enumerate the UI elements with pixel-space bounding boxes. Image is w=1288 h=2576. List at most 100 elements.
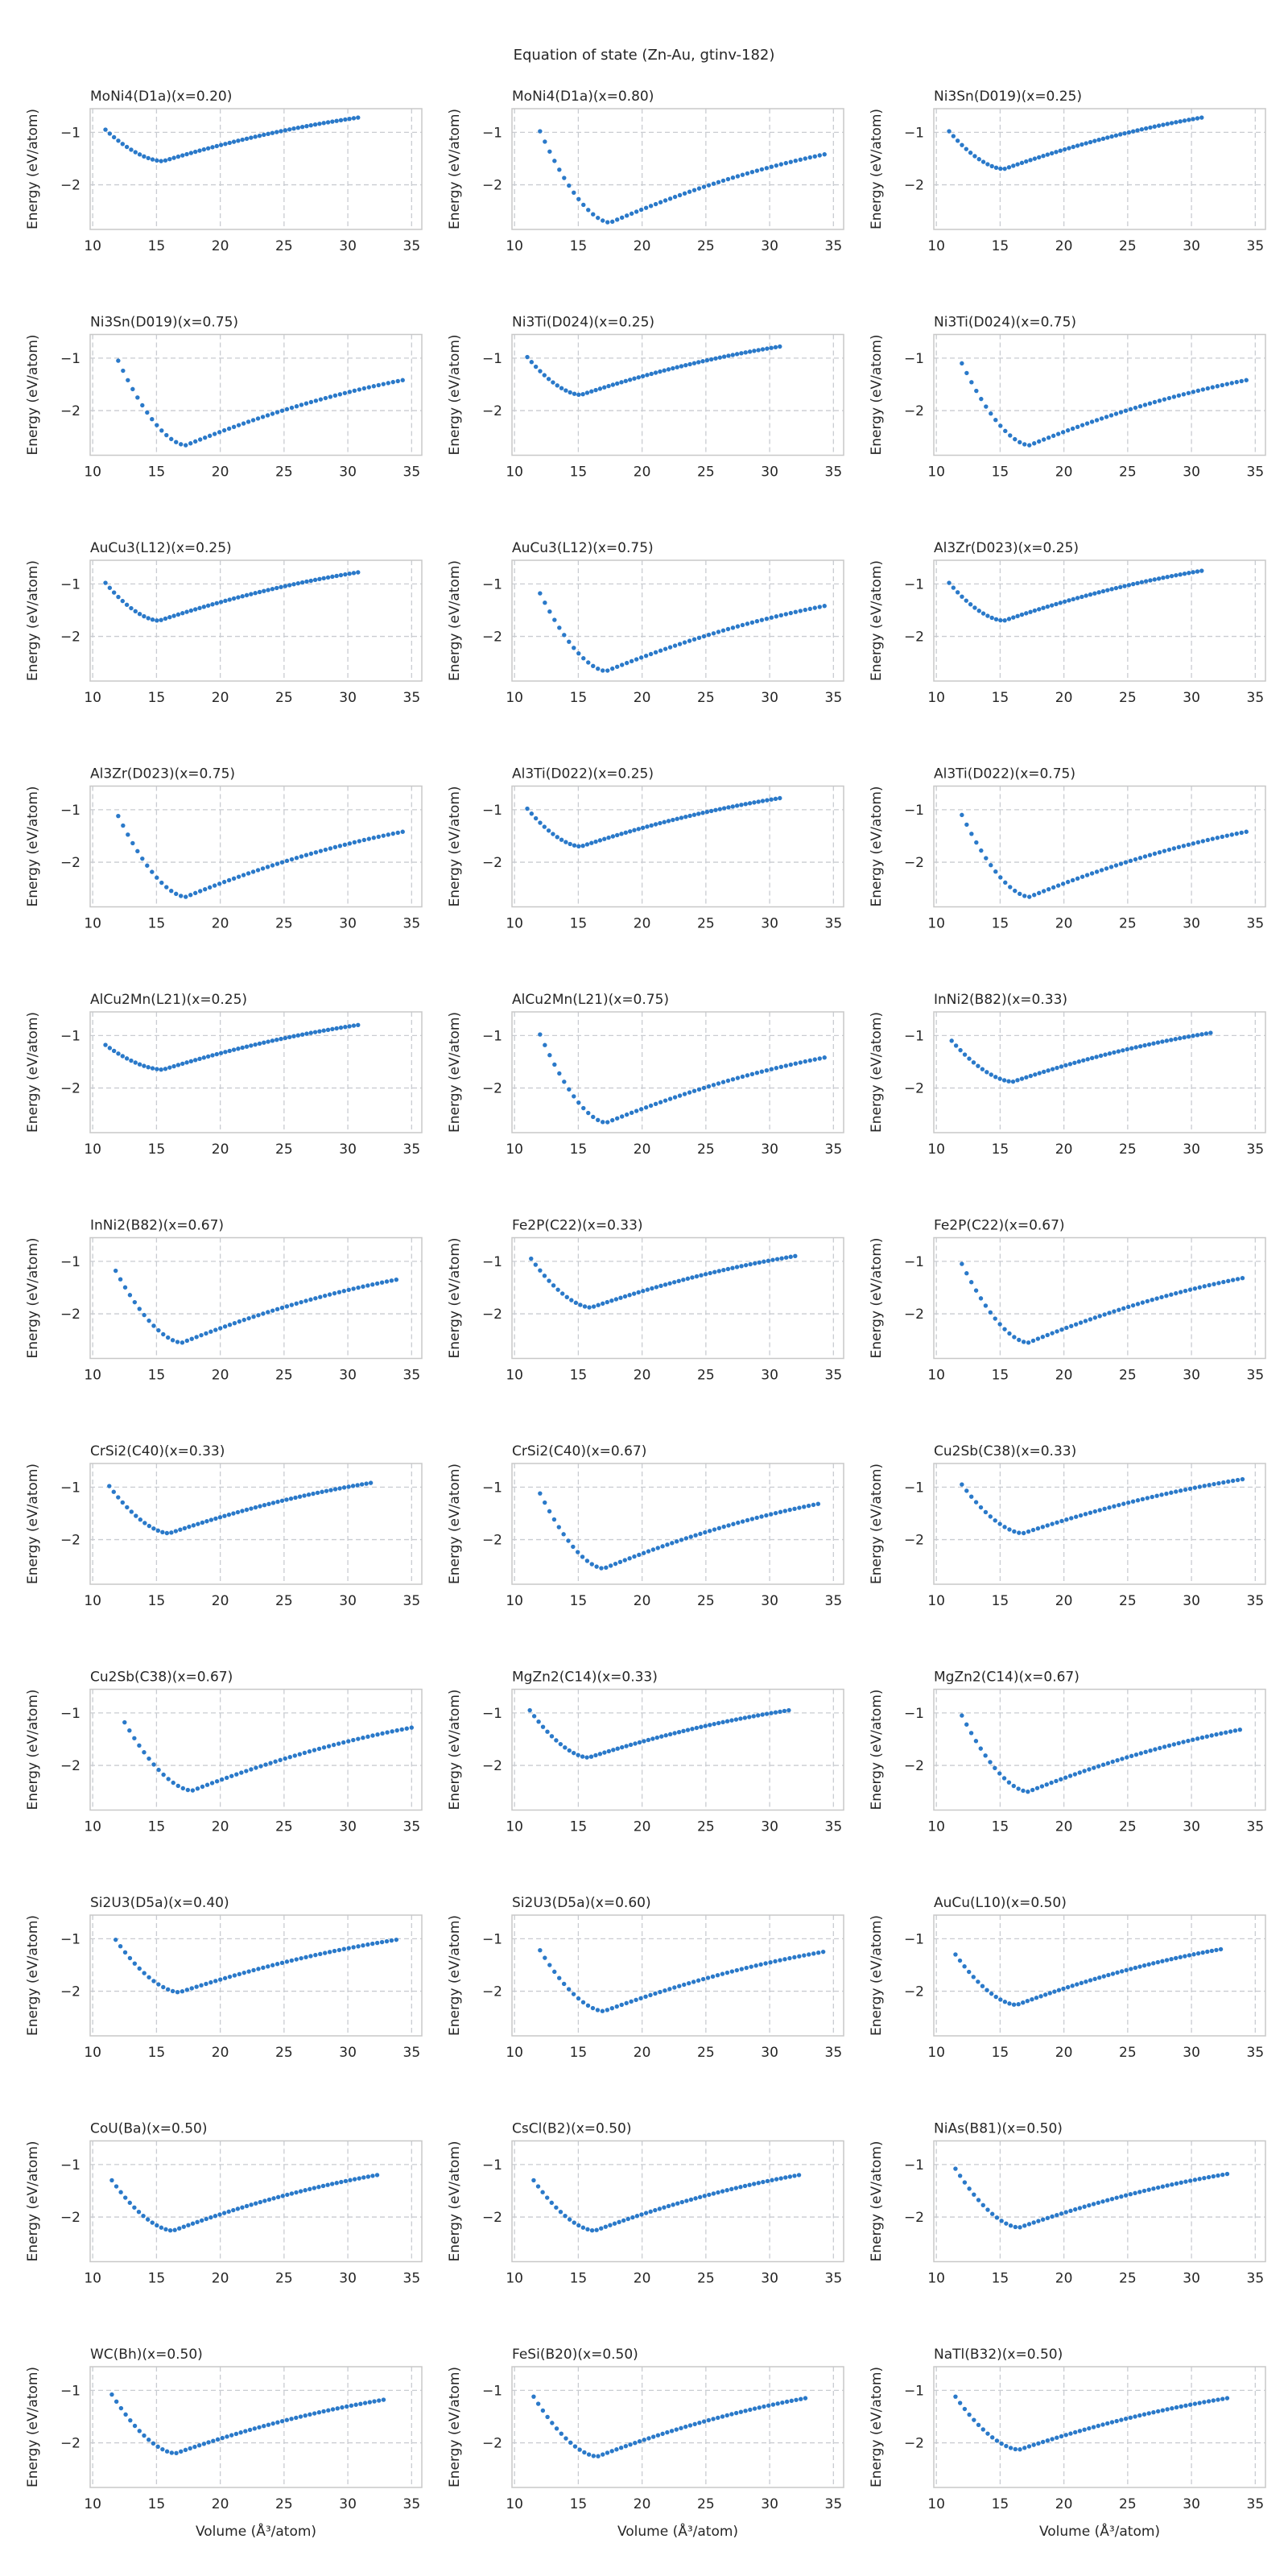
data-point xyxy=(730,1077,736,1082)
data-point xyxy=(200,1520,205,1525)
y-axis-label: Energy (eV/atom) xyxy=(447,560,463,681)
data-point xyxy=(1080,423,1085,427)
data-point xyxy=(1203,1031,1209,1036)
data-point xyxy=(289,2191,295,2196)
x-tick-label: 15 xyxy=(992,2496,1009,2512)
data-point xyxy=(332,844,338,850)
data-point xyxy=(164,2449,170,2454)
data-point xyxy=(338,572,344,578)
data-point xyxy=(1182,1035,1187,1040)
data-point xyxy=(275,410,280,415)
data-point xyxy=(1119,1969,1125,1974)
axes-frame xyxy=(511,108,844,230)
data-point xyxy=(1141,2412,1147,2417)
data-point xyxy=(289,857,295,862)
data-point xyxy=(1069,1516,1074,1521)
data-point xyxy=(1173,1037,1178,1042)
data-point xyxy=(1126,583,1132,588)
data-point xyxy=(559,1291,565,1296)
data-point xyxy=(342,390,348,395)
data-point xyxy=(744,1965,749,1971)
data-point xyxy=(334,2181,339,2186)
y-axis-label: Energy (eV/atom) xyxy=(447,1915,463,2036)
data-point xyxy=(1002,617,1007,623)
data-point xyxy=(648,204,654,208)
x-tick-label: 20 xyxy=(212,2271,229,2287)
data-point xyxy=(231,596,237,601)
data-point xyxy=(1036,2441,1041,2446)
data-point xyxy=(1152,399,1158,405)
data-point xyxy=(648,1103,654,1108)
data-point xyxy=(343,572,348,577)
data-point xyxy=(1147,852,1153,857)
data-point xyxy=(546,828,551,833)
data-point xyxy=(283,1035,288,1041)
data-point xyxy=(614,1116,620,1121)
data-point xyxy=(155,875,159,880)
x-tick-label: 20 xyxy=(634,916,651,932)
data-point xyxy=(390,1729,394,1734)
data-point xyxy=(316,1746,322,1752)
data-point xyxy=(1156,123,1162,128)
data-point xyxy=(703,1530,708,1535)
data-point xyxy=(283,1756,287,1761)
data-point xyxy=(234,1772,239,1777)
data-point xyxy=(594,2227,599,2232)
data-point xyxy=(1026,2444,1032,2449)
data-point xyxy=(586,1110,591,1116)
data-point xyxy=(980,1984,985,1988)
data-point xyxy=(985,162,990,167)
data-point xyxy=(1195,116,1200,121)
data-point xyxy=(339,2179,344,2185)
data-point xyxy=(1226,1278,1231,1284)
y-tick-label: −1 xyxy=(904,1254,924,1270)
data-point xyxy=(538,1032,543,1037)
data-point xyxy=(155,618,159,623)
data-point xyxy=(1110,1971,1116,1976)
data-point xyxy=(740,1519,745,1524)
data-point xyxy=(725,1266,731,1272)
data-point xyxy=(1215,384,1220,389)
data-point xyxy=(312,2411,317,2416)
data-point xyxy=(1013,2446,1018,2452)
data-point xyxy=(1137,2190,1142,2194)
data-point xyxy=(169,889,174,894)
data-point xyxy=(585,2003,591,2008)
x-tick-label: 25 xyxy=(697,464,715,481)
data-point xyxy=(1186,842,1191,847)
x-tick-label: 20 xyxy=(634,1819,651,1835)
y-tick-label: −2 xyxy=(482,2210,502,2226)
data-point xyxy=(549,1734,555,1739)
x-tick-label: 25 xyxy=(1119,1593,1137,1609)
data-point xyxy=(1045,152,1051,157)
data-point xyxy=(1107,1051,1113,1056)
data-point xyxy=(1161,576,1166,580)
data-point xyxy=(258,1504,262,1509)
data-point xyxy=(993,1994,998,2000)
data-point xyxy=(249,2202,254,2207)
data-point xyxy=(696,186,702,191)
data-point xyxy=(294,856,299,861)
x-tick-label: 25 xyxy=(1119,1819,1137,1835)
data-point xyxy=(204,2216,208,2222)
data-point xyxy=(137,1966,142,1971)
y-axis-label: Energy (eV/atom) xyxy=(25,1689,41,1810)
data-point xyxy=(672,1731,677,1736)
data-point xyxy=(708,1723,712,1728)
data-point xyxy=(1107,1311,1112,1315)
data-point xyxy=(600,2008,605,2013)
data-point xyxy=(665,1542,670,1547)
data-point xyxy=(137,2429,142,2434)
data-point xyxy=(591,1304,597,1309)
data-point xyxy=(302,1750,308,1756)
data-point xyxy=(1128,2192,1133,2197)
data-point xyxy=(1139,127,1145,132)
data-point xyxy=(1151,2409,1156,2415)
data-point xyxy=(289,1958,295,1963)
data-point xyxy=(390,831,395,836)
data-point xyxy=(171,155,176,160)
x-tick-label: 35 xyxy=(1247,464,1265,481)
data-point xyxy=(751,2182,757,2186)
data-point xyxy=(1155,1040,1161,1045)
x-tick-label: 25 xyxy=(697,916,715,932)
